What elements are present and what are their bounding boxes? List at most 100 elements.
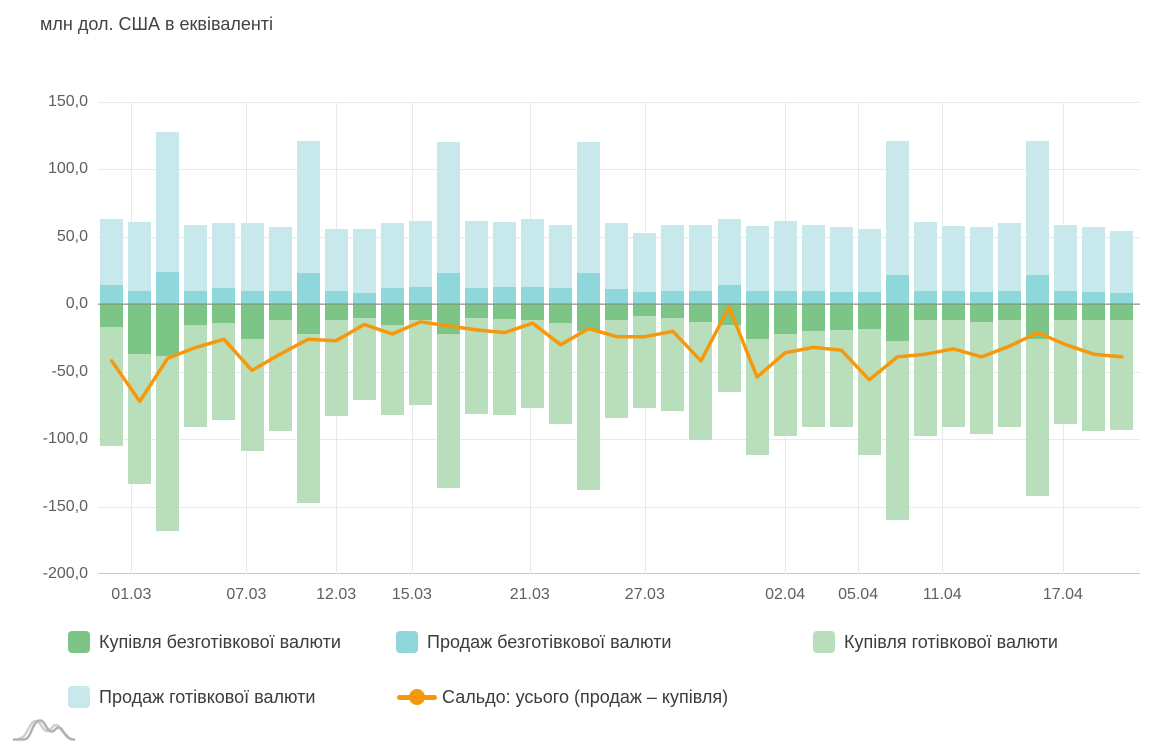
bar-segment-buy-noncash[interactable]	[998, 304, 1022, 321]
bar-segment-sell-noncash[interactable]	[156, 271, 180, 305]
bar-segment-sell-cash[interactable]	[240, 223, 264, 291]
bar-segment-sell-cash[interactable]	[1026, 141, 1050, 275]
bar-segment-buy-cash[interactable]	[773, 333, 797, 437]
bar-segment-buy-noncash[interactable]	[493, 304, 517, 320]
bar-segment-sell-noncash[interactable]	[605, 289, 629, 305]
bar-segment-sell-noncash[interactable]	[296, 273, 320, 305]
bar-segment-sell-noncash[interactable]	[857, 292, 881, 305]
bar-segment-buy-cash[interactable]	[1082, 320, 1106, 432]
bar-segment-sell-cash[interactable]	[1110, 231, 1134, 294]
bar-segment-buy-cash[interactable]	[380, 324, 404, 415]
bar-segment-sell-noncash[interactable]	[633, 292, 657, 305]
bar-segment-sell-cash[interactable]	[661, 224, 685, 291]
bar-segment-sell-noncash[interactable]	[549, 288, 573, 305]
bar-segment-sell-cash[interactable]	[885, 141, 909, 275]
bar-segment-buy-cash[interactable]	[156, 355, 180, 531]
bar-segment-buy-noncash[interactable]	[380, 304, 404, 325]
bar-segment-buy-noncash[interactable]	[661, 304, 685, 318]
bar-segment-buy-cash[interactable]	[324, 320, 348, 417]
bar-segment-buy-cash[interactable]	[717, 324, 741, 392]
bar-segment-buy-cash[interactable]	[857, 328, 881, 456]
bar-segment-buy-cash[interactable]	[1110, 320, 1134, 430]
bar-segment-buy-cash[interactable]	[268, 320, 292, 432]
bar-segment-sell-noncash[interactable]	[184, 290, 208, 305]
bar-segment-sell-noncash[interactable]	[268, 290, 292, 305]
bar-segment-sell-cash[interactable]	[998, 223, 1022, 291]
bar-segment-sell-noncash[interactable]	[885, 274, 909, 305]
bar-segment-sell-cash[interactable]	[773, 220, 797, 291]
bar-segment-sell-cash[interactable]	[577, 142, 601, 274]
bar-segment-buy-cash[interactable]	[661, 317, 685, 411]
bar-segment-buy-noncash[interactable]	[605, 304, 629, 321]
bar-segment-buy-cash[interactable]	[1026, 339, 1050, 496]
bar-segment-buy-cash[interactable]	[549, 323, 573, 425]
bar-segment-sell-noncash[interactable]	[942, 290, 965, 305]
legend-item-sell-noncash[interactable]: Продаж безготівкової валюти	[396, 630, 671, 654]
bar-segment-sell-noncash[interactable]	[1082, 292, 1106, 305]
bar-segment-sell-cash[interactable]	[380, 223, 404, 289]
bar-segment-sell-noncash[interactable]	[689, 290, 713, 305]
bar-segment-sell-cash[interactable]	[633, 232, 657, 293]
bar-segment-buy-cash[interactable]	[577, 331, 601, 491]
bar-segment-sell-noncash[interactable]	[913, 290, 937, 305]
bar-segment-buy-noncash[interactable]	[801, 304, 825, 332]
bar-segment-buy-cash[interactable]	[436, 333, 460, 488]
bar-segment-buy-noncash[interactable]	[885, 304, 909, 341]
bar-segment-buy-noncash[interactable]	[942, 304, 965, 321]
bar-segment-sell-cash[interactable]	[1054, 224, 1078, 291]
bar-segment-buy-cash[interactable]	[184, 324, 208, 427]
bar-segment-buy-cash[interactable]	[633, 316, 657, 409]
bar-segment-sell-noncash[interactable]	[1110, 293, 1134, 305]
bar-segment-buy-cash[interactable]	[100, 327, 124, 446]
bar-segment-buy-cash[interactable]	[689, 321, 713, 441]
bar-segment-buy-noncash[interactable]	[549, 304, 573, 324]
bar-segment-sell-cash[interactable]	[801, 224, 825, 291]
bar-segment-sell-noncash[interactable]	[240, 290, 264, 305]
bar-segment-buy-noncash[interactable]	[913, 304, 937, 321]
bar-segment-buy-cash[interactable]	[942, 320, 965, 427]
bar-segment-buy-cash[interactable]	[296, 333, 320, 503]
legend-item-sell-cash[interactable]: Продаж готівкової валюти	[68, 685, 315, 709]
bar-segment-sell-noncash[interactable]	[801, 290, 825, 305]
bar-segment-sell-noncash[interactable]	[521, 286, 545, 305]
bar-segment-sell-cash[interactable]	[464, 220, 488, 289]
bar-segment-buy-noncash[interactable]	[521, 304, 545, 321]
bar-segment-buy-cash[interactable]	[801, 331, 825, 427]
bar-segment-sell-cash[interactable]	[212, 223, 236, 289]
bar-segment-sell-cash[interactable]	[857, 228, 881, 293]
bar-segment-sell-noncash[interactable]	[717, 285, 741, 305]
bar-segment-sell-cash[interactable]	[970, 227, 994, 293]
bar-segment-buy-cash[interactable]	[970, 321, 994, 434]
bar-segment-sell-cash[interactable]	[100, 219, 124, 286]
bar-segment-buy-noncash[interactable]	[1054, 304, 1078, 321]
bar-segment-sell-cash[interactable]	[184, 224, 208, 291]
bar-segment-buy-noncash[interactable]	[857, 304, 881, 329]
legend-item-buy-noncash[interactable]: Купівля безготівкової валюти	[68, 630, 341, 654]
bar-segment-buy-noncash[interactable]	[156, 304, 180, 356]
bar-segment-sell-cash[interactable]	[408, 220, 432, 287]
bar-segment-buy-noncash[interactable]	[717, 304, 741, 325]
bar-segment-sell-noncash[interactable]	[577, 273, 601, 305]
bar-segment-buy-noncash[interactable]	[970, 304, 994, 322]
bar-segment-buy-cash[interactable]	[885, 340, 909, 521]
bar-segment-sell-noncash[interactable]	[1054, 290, 1078, 305]
bar-segment-buy-noncash[interactable]	[745, 304, 769, 340]
bar-segment-buy-noncash[interactable]	[128, 304, 152, 355]
bar-segment-buy-noncash[interactable]	[464, 304, 488, 318]
bar-segment-sell-noncash[interactable]	[128, 290, 152, 305]
bar-segment-buy-cash[interactable]	[464, 317, 488, 414]
bar-segment-sell-cash[interactable]	[324, 228, 348, 291]
legend-item-buy-cash[interactable]: Купівля готівкової валюти	[813, 630, 1058, 654]
bar-segment-sell-cash[interactable]	[605, 223, 629, 290]
bar-segment-sell-noncash[interactable]	[380, 288, 404, 305]
bar-segment-buy-noncash[interactable]	[268, 304, 292, 321]
bar-segment-buy-noncash[interactable]	[829, 304, 853, 330]
bar-segment-buy-cash[interactable]	[829, 329, 853, 427]
legend-item-balance[interactable]: Сальдо: усього (продаж – купівля)	[397, 685, 728, 709]
bar-segment-buy-cash[interactable]	[408, 320, 432, 406]
bar-segment-sell-cash[interactable]	[689, 224, 713, 291]
bar-segment-sell-noncash[interactable]	[408, 286, 432, 305]
bar-segment-sell-cash[interactable]	[296, 141, 320, 274]
bar-segment-buy-noncash[interactable]	[408, 304, 432, 321]
bar-segment-sell-noncash[interactable]	[324, 290, 348, 305]
